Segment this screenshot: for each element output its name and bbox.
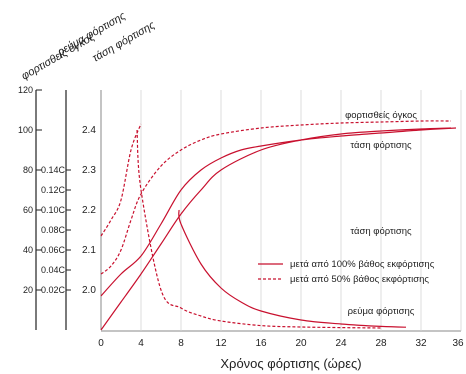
current-tick-label: 0.10C (41, 205, 66, 215)
voltage-tick-label: 2.0 (82, 285, 96, 296)
current-tick-label: 0.14C (41, 165, 66, 175)
series-line-charged-volume-100 (100, 127, 452, 331)
x-tick-label: 4 (138, 338, 144, 349)
grid-lines (140, 90, 462, 331)
legend-label-50: μετά από 50% βάθος εκφόρτισης (290, 274, 429, 285)
voltage-tick-label: 2.2 (82, 205, 96, 216)
x-tick-label: 28 (375, 338, 387, 349)
annotation-charged-volume: φορτισθείς όγκος (345, 110, 417, 121)
x-axis-title: Χρόνος φόρτισης (ώρες) (220, 356, 361, 371)
x-tick-label: 12 (215, 338, 227, 349)
x-tick-label: 20 (295, 338, 307, 349)
series-line-current-50 (136, 129, 382, 329)
volume-tick-label: 120 (18, 85, 33, 95)
current-tick-label: 0.02C (41, 285, 66, 295)
x-tick-label: 24 (335, 338, 347, 349)
x-tick-label: 16 (255, 338, 267, 349)
x-tick-label: 0 (98, 338, 104, 349)
series-line-charged-volume-50 (100, 120, 452, 275)
annotation-voltage-upper: τάση φόρτισης (350, 140, 412, 151)
current-axis-ticks (66, 169, 71, 291)
volume-tick-label: 60 (23, 205, 33, 215)
volume-tick-label: 80 (23, 165, 33, 175)
annotation-current: ρεύμα φόρτισης (348, 306, 415, 317)
voltage-tick-label: 2.1 (82, 245, 96, 256)
x-tick-label: 32 (415, 338, 427, 349)
series-line-current-100 (178, 209, 407, 328)
series-line-voltage-50 (100, 123, 142, 237)
legend: μετά από 100% βάθος εκφόρτισης μετά από … (258, 259, 435, 285)
series-line-voltage-100 (100, 127, 457, 297)
annotation-voltage-lower: τάση φόρτισης (350, 226, 412, 237)
volume-tick-label: 100 (18, 125, 33, 135)
x-tick-label: 36 (452, 338, 464, 349)
current-tick-label: 0.04C (41, 265, 66, 275)
voltage-tick-label: 2.3 (82, 165, 96, 176)
voltage-tick-label: 2.4 (82, 125, 96, 136)
x-tick-label: 8 (178, 338, 184, 349)
volume-axis-ticks (36, 89, 42, 291)
volume-tick-label: 20 (23, 285, 33, 295)
series-group (100, 120, 457, 331)
current-tick-label: 0.12C (41, 185, 66, 195)
current-tick-label: 0.08C (41, 225, 66, 235)
current-tick-label: 0.06C (41, 245, 66, 255)
volume-tick-label: 40 (23, 245, 33, 255)
legend-label-100: μετά από 100% βάθος εκφόρτισης (290, 259, 435, 270)
